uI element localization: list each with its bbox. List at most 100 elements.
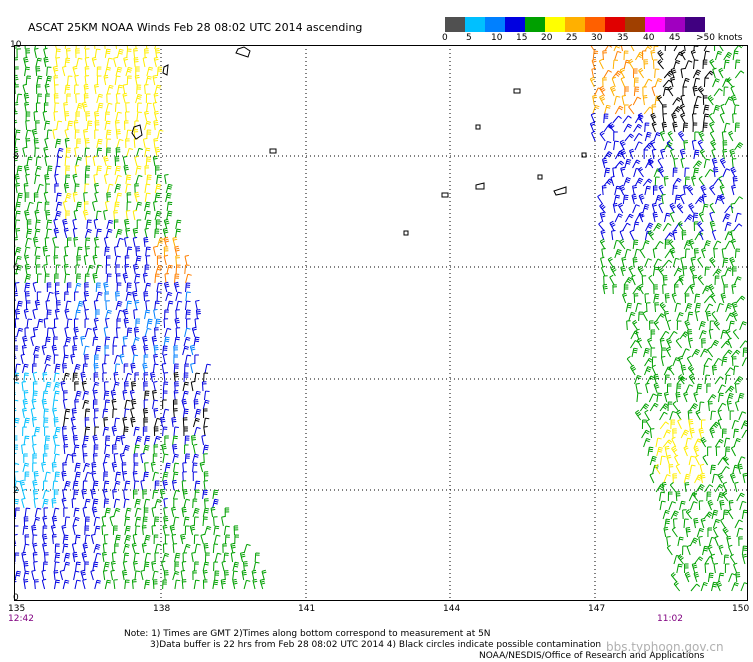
- wind-barb: [630, 364, 637, 376]
- wind-barb: [114, 363, 121, 374]
- wind-barb: [73, 326, 79, 338]
- wind-barb: [92, 389, 98, 401]
- wind-barb: [124, 525, 131, 536]
- wind-barb: [625, 213, 634, 223]
- wind-barb: [115, 228, 123, 239]
- wind-barb: [62, 434, 68, 446]
- wind-barb: [628, 58, 634, 70]
- wind-barb: [709, 211, 714, 223]
- wind-barb: [688, 373, 695, 385]
- wind-barb: [123, 381, 129, 392]
- wind-barb: [74, 471, 81, 482]
- wind-barb: [73, 444, 80, 455]
- wind-barb: [61, 524, 67, 536]
- wind-barb: [134, 498, 141, 509]
- wind-barb: [672, 167, 678, 178]
- wind-barb: [162, 399, 167, 410]
- wind-barb: [670, 572, 678, 583]
- wind-barb: [24, 327, 29, 338]
- wind-barb: [64, 137, 70, 149]
- wind-barb: [684, 167, 690, 178]
- wind-barb: [146, 129, 152, 140]
- wind-barb: [626, 320, 631, 331]
- wind-barb: [110, 389, 117, 401]
- scale-label: 20: [541, 33, 553, 43]
- wind-barb: [184, 264, 190, 275]
- wind-barb: [124, 264, 130, 275]
- wind-barb: [598, 221, 605, 232]
- wind-barb: [650, 112, 657, 124]
- wind-barb: [32, 542, 38, 554]
- wind-barb: [726, 400, 732, 412]
- wind-barb: [612, 202, 618, 214]
- wind-barb: [42, 480, 48, 491]
- wind-barb: [92, 498, 99, 509]
- wind-barb: [153, 92, 159, 104]
- wind-barb: [192, 443, 198, 455]
- scale-label: 10: [491, 33, 503, 43]
- wind-barb: [143, 372, 149, 383]
- wind-barb: [152, 74, 158, 86]
- wind-barb: [732, 329, 740, 340]
- wind-barb: [172, 236, 178, 248]
- wind-barb: [83, 290, 89, 302]
- wind-barb: [44, 174, 50, 185]
- wind-barb: [54, 543, 60, 554]
- wind-barb: [34, 165, 42, 176]
- wind-barb: [711, 229, 717, 241]
- wind-barb: [63, 264, 69, 275]
- wind-barb: [126, 246, 133, 257]
- wind-barb: [62, 579, 70, 590]
- wind-barb: [194, 489, 200, 500]
- wind-barb: [733, 428, 739, 439]
- wind-barb: [193, 534, 199, 545]
- wind-barb: [666, 536, 671, 547]
- wind-barb: [734, 212, 742, 223]
- wind-barb: [84, 201, 89, 212]
- wind-barb: [659, 302, 666, 313]
- wind-barb: [153, 345, 159, 356]
- wind-barb: [589, 121, 596, 133]
- wind-barb: [154, 543, 162, 554]
- wind-barb: [162, 471, 169, 482]
- wind-barb: [35, 120, 40, 131]
- wind-barb: [710, 292, 717, 304]
- wind-barb: [135, 246, 141, 257]
- wind-barb: [90, 569, 95, 581]
- wind-barb: [672, 428, 677, 439]
- wind-barb: [16, 192, 23, 203]
- wind-barb: [80, 371, 86, 383]
- wind-barb: [116, 84, 123, 95]
- wind-barb: [617, 202, 624, 214]
- wind-barb: [730, 238, 737, 250]
- wind-barb: [92, 155, 98, 167]
- wind-barb: [64, 291, 69, 302]
- wind-barb: [34, 209, 40, 221]
- wind-barb: [651, 356, 657, 367]
- wind-barb: [66, 282, 72, 293]
- wind-barb: [241, 569, 247, 581]
- wind-barb: [633, 293, 639, 304]
- wind-barb: [72, 372, 78, 383]
- wind-barb: [223, 525, 230, 536]
- wind-barb: [707, 401, 713, 412]
- wind-barb: [666, 454, 672, 466]
- wind-barb: [684, 571, 691, 583]
- wind-barb: [103, 74, 109, 86]
- wind-barb: [65, 165, 70, 176]
- wind-barb: [614, 50, 622, 61]
- wind-barb: [620, 148, 627, 160]
- wind-barb: [54, 552, 61, 563]
- wind-barb: [52, 399, 59, 410]
- wind-barb: [709, 220, 716, 232]
- wind-barb: [182, 390, 189, 401]
- wind-barb: [635, 302, 642, 313]
- wind-barb: [75, 201, 82, 212]
- wind-barb: [133, 138, 139, 149]
- wind-barb: [31, 525, 37, 536]
- wind-barb: [64, 273, 70, 284]
- wind-barb: [682, 122, 689, 133]
- wind-barb: [678, 274, 684, 286]
- wind-barb: [724, 367, 734, 376]
- wind-barb: [91, 506, 98, 518]
